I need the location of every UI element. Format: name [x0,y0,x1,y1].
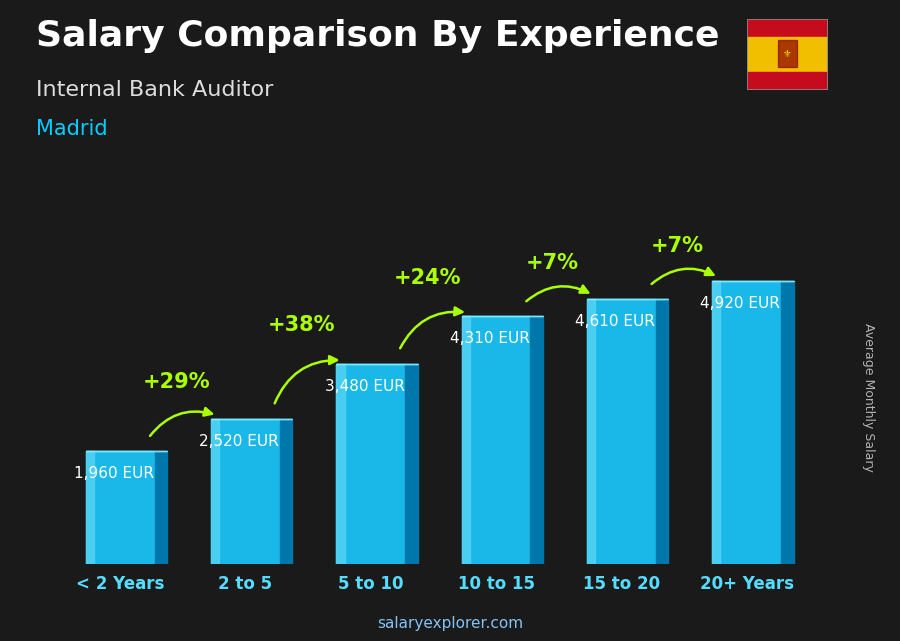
Bar [462,317,530,564]
Bar [462,317,470,564]
Text: +24%: +24% [393,268,461,288]
Bar [86,451,155,564]
Text: Internal Bank Auditor: Internal Bank Auditor [36,80,274,100]
Polygon shape [781,281,794,564]
Polygon shape [530,317,543,564]
Text: +7%: +7% [652,235,704,256]
Bar [778,40,797,67]
Text: 4,310 EUR: 4,310 EUR [450,331,530,346]
Bar [587,299,595,564]
Text: +38%: +38% [268,315,336,335]
Text: Madrid: Madrid [36,119,108,138]
Polygon shape [656,299,669,564]
Bar [712,281,781,564]
Bar [86,451,94,564]
Text: 4,920 EUR: 4,920 EUR [700,296,780,312]
Bar [747,37,828,72]
Polygon shape [405,364,418,564]
Text: +7%: +7% [526,253,579,274]
Text: +29%: +29% [143,372,211,392]
Text: 3,480 EUR: 3,480 EUR [325,379,404,394]
Polygon shape [280,419,292,564]
Text: Salary Comparison By Experience: Salary Comparison By Experience [36,19,719,53]
Bar [587,299,656,564]
Bar [712,281,720,564]
Text: 1,960 EUR: 1,960 EUR [74,467,154,481]
Text: 2,520 EUR: 2,520 EUR [199,434,279,449]
Bar [211,419,280,564]
Bar [337,364,345,564]
Bar [211,419,220,564]
Polygon shape [155,451,167,564]
Bar [747,19,828,37]
Bar [747,72,828,90]
Text: ⚜: ⚜ [783,49,792,59]
Text: 4,610 EUR: 4,610 EUR [575,314,655,329]
Bar [337,364,405,564]
Text: Average Monthly Salary: Average Monthly Salary [862,323,875,472]
Text: salaryexplorer.com: salaryexplorer.com [377,617,523,631]
